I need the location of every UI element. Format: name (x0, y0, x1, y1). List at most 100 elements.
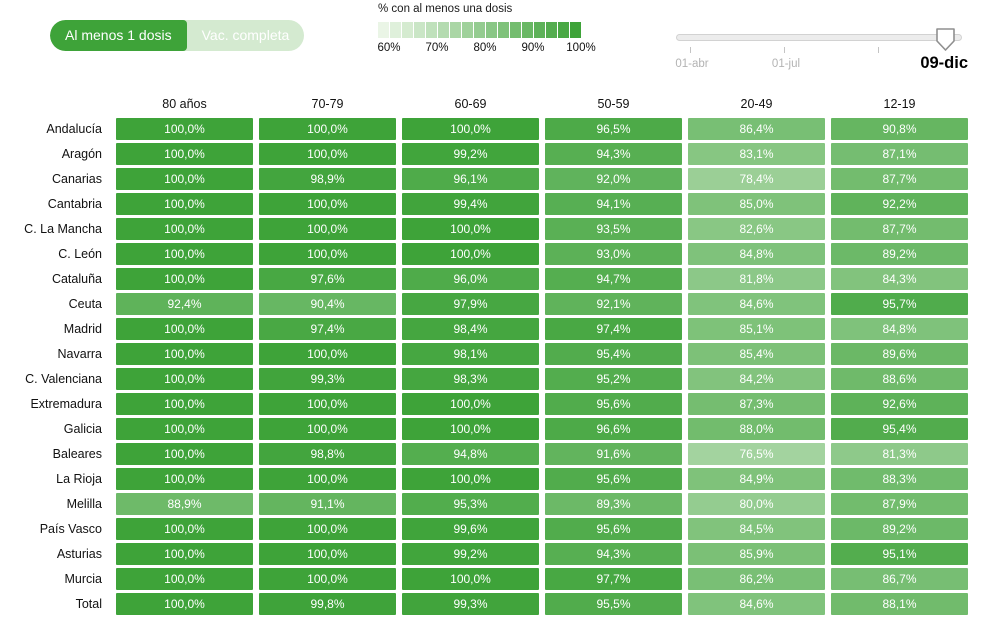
heatmap-cell: 87,3% (688, 393, 825, 415)
heatmap-cell: 100,0% (259, 543, 396, 565)
heatmap-cell: 98,9% (259, 168, 396, 190)
heatmap-cell: 92,6% (831, 393, 968, 415)
heatmap-cell: 100,0% (259, 118, 396, 140)
heatmap-cell: 97,4% (259, 318, 396, 340)
heatmap-cell: 84,6% (688, 293, 825, 315)
row-label-region: Navarra (57, 347, 102, 361)
heatmap-cell: 100,0% (259, 143, 396, 165)
heatmap-cell: 81,3% (831, 443, 968, 465)
heatmap-cell: 100,0% (259, 418, 396, 440)
heatmap-cell: 97,6% (259, 268, 396, 290)
row-label-region: Asturias (56, 547, 102, 561)
heatmap-cell: 84,6% (688, 593, 825, 615)
heatmap-cell: 100,0% (116, 318, 253, 340)
heatmap-cell: 100,0% (116, 243, 253, 265)
row-label-region: Ceuta (68, 297, 102, 311)
toggle-at-least-1-dose-button[interactable]: Al menos 1 dosis (50, 20, 187, 51)
slider-handle-icon[interactable] (935, 27, 956, 52)
heatmap-cell: 100,0% (259, 568, 396, 590)
legend-tick-labels: 60% 70% 80% 90% 100% (377, 42, 608, 56)
heatmap-cell: 91,6% (545, 443, 682, 465)
heatmap-cell: 99,3% (259, 368, 396, 390)
legend-swatch (462, 22, 473, 38)
heatmap-cell: 99,4% (402, 193, 539, 215)
heatmap-cell: 98,8% (259, 443, 396, 465)
slider-tick-apr (690, 47, 691, 53)
heatmap-cell: 88,1% (831, 593, 968, 615)
heatmap-cell: 89,6% (831, 343, 968, 365)
heatmap-cell: 95,2% (545, 368, 682, 390)
heatmap-cell: 85,1% (688, 318, 825, 340)
column-header-age-group: 12-19 (883, 97, 916, 111)
heatmap-cell: 95,5% (545, 593, 682, 615)
legend-swatch (534, 22, 545, 38)
heatmap-cell: 99,6% (402, 518, 539, 540)
heatmap-cell: 92,4% (116, 293, 253, 315)
heatmap-cell: 87,1% (831, 143, 968, 165)
heatmap-cell: 97,4% (545, 318, 682, 340)
heatmap-cell: 94,8% (402, 443, 539, 465)
heatmap-cell: 85,0% (688, 193, 825, 215)
row-label-region: C. La Mancha (24, 222, 102, 236)
row-label-region: C. León (58, 247, 102, 261)
dose-type-toggle: Al menos 1 dosis Vac. completa (50, 20, 305, 51)
legend-tick-label: 80% (473, 42, 497, 54)
vaccination-heatmap-table: 80 años 70-79 60-69 50-59 20-49 12-19 Andalucí… (0, 93, 968, 615)
row-label-region: País Vasco (39, 522, 102, 536)
legend-swatch (570, 22, 581, 38)
legend-swatch (450, 22, 461, 38)
heatmap-cell: 100,0% (116, 518, 253, 540)
heatmap-cell: 90,4% (259, 293, 396, 315)
slider-track[interactable] (676, 28, 962, 51)
heatmap-cell: 99,2% (402, 543, 539, 565)
heatmap-cell: 84,3% (831, 268, 968, 290)
heatmap-cell: 90,8% (831, 118, 968, 140)
heatmap-cell: 89,2% (831, 518, 968, 540)
heatmap-cell: 95,1% (831, 543, 968, 565)
heatmap-cell: 85,4% (688, 343, 825, 365)
legend-swatch (414, 22, 425, 38)
heatmap-cell: 89,2% (831, 243, 968, 265)
legend-swatch (510, 22, 521, 38)
slider-label-jul: 01-jul (771, 58, 801, 70)
legend-swatches (378, 22, 608, 38)
heatmap-cell: 76,5% (688, 443, 825, 465)
heatmap-cell: 100,0% (116, 118, 253, 140)
heatmap-cell: 95,7% (831, 293, 968, 315)
legend-swatch (378, 22, 389, 38)
heatmap-cell: 96,5% (545, 118, 682, 140)
heatmap-cell: 100,0% (402, 218, 539, 240)
slider-label-apr: 01-abr (675, 58, 709, 70)
heatmap-cell: 100,0% (259, 193, 396, 215)
slider-current-date: 09-dic (920, 54, 968, 72)
heatmap-cell: 94,3% (545, 143, 682, 165)
legend-swatch (390, 22, 401, 38)
legend-swatch (558, 22, 569, 38)
heatmap-cell: 80,0% (688, 493, 825, 515)
column-header-age-group: 60-69 (454, 97, 487, 111)
heatmap-cell: 96,1% (402, 168, 539, 190)
heatmap-cell: 100,0% (259, 343, 396, 365)
heatmap-cell: 95,4% (831, 418, 968, 440)
toggle-fully-vaccinated-button[interactable]: Vac. completa (187, 20, 305, 51)
legend-tick-label: 60% (377, 42, 401, 54)
heatmap-cell: 100,0% (116, 543, 253, 565)
heatmap-cell: 100,0% (116, 168, 253, 190)
heatmap-cell: 84,8% (688, 243, 825, 265)
heatmap-cell: 92,2% (831, 193, 968, 215)
row-label-region: La Rioja (56, 472, 102, 486)
heatmap-cell: 100,0% (259, 218, 396, 240)
heatmap-cell: 100,0% (116, 393, 253, 415)
heatmap-cell: 85,9% (688, 543, 825, 565)
heatmap-cell: 84,5% (688, 518, 825, 540)
heatmap-cell: 86,7% (831, 568, 968, 590)
column-header-age-group: 20-49 (740, 97, 773, 111)
heatmap-cell: 100,0% (259, 393, 396, 415)
row-label-region: Melilla (66, 497, 102, 511)
heatmap-cell: 100,0% (116, 143, 253, 165)
legend-swatch (498, 22, 509, 38)
heatmap-cell: 95,6% (545, 393, 682, 415)
heatmap-cell: 94,7% (545, 268, 682, 290)
heatmap-cell: 100,0% (259, 243, 396, 265)
heatmap-cell: 98,3% (402, 368, 539, 390)
